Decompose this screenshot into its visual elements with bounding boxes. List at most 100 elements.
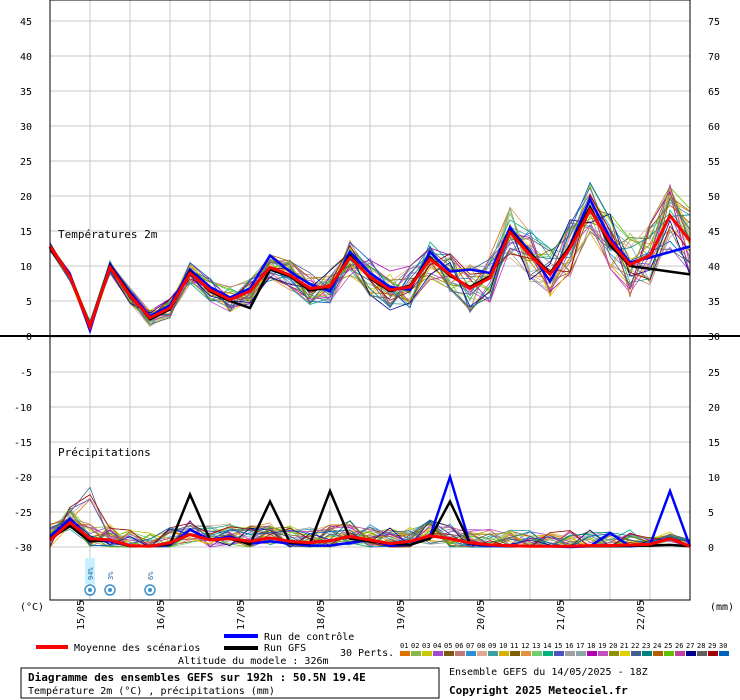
pert-number: 24 [653,642,661,650]
pert-number: 11 [510,642,518,650]
pert-swatch [411,651,421,656]
temp-left-tick: 35 [20,87,32,98]
pert-number: 28 [697,642,705,650]
precip-right-tick: 15 [708,438,720,449]
temp-left-tick: 45 [20,17,32,28]
pert-swatch [543,651,553,656]
temp-right-tick: 60 [708,122,720,133]
pert-swatch [642,651,652,656]
x-tick-label: 15/05 [76,600,87,630]
pert-number: 08 [477,642,485,650]
pert-number: 09 [488,642,496,650]
pert-swatch [653,651,663,656]
pert-number: 13 [532,642,540,650]
x-tick-label: 18/05 [316,600,327,630]
pert-number: 16 [565,642,573,650]
pert-swatch [433,651,443,656]
pert-swatch [686,651,696,656]
pert-swatch [697,651,707,656]
x-tick-label: 16/05 [156,600,167,630]
temp-left-tick: 5 [26,297,32,308]
pert-number: 03 [422,642,430,650]
pert-swatch [532,651,542,656]
copyright-label: Copyright 2025 Meteociel.fr [449,684,628,697]
pert-swatch [477,651,487,656]
temp-right-tick: 30 [708,332,720,343]
perturbation-temp-line [49,194,691,325]
pert-number: 23 [642,642,650,650]
snow-probability-label: 6% [147,571,155,580]
pert-swatch [565,651,575,656]
temp-right-tick: 65 [708,87,720,98]
pert-swatch [554,651,564,656]
pert-number: 18 [587,642,595,650]
pert-swatch [444,651,454,656]
legend: Moyenne des scénarios Run de contrôle Ru… [36,631,729,667]
pert-number: 12 [521,642,529,650]
pert-number: 01 [400,642,408,650]
pert-swatch [488,651,498,656]
temp-right-tick: 50 [708,192,720,203]
pert-number: 04 [433,642,441,650]
pert-number: 10 [499,642,507,650]
pert-number: 22 [631,642,639,650]
x-tick-label: 19/05 [396,600,407,630]
pert-swatch [455,651,465,656]
temp-series-line [49,196,691,335]
snowflake-icon [108,588,112,592]
pert-swatch [664,651,674,656]
precip-left-tick: -15 [14,438,32,449]
pert-number: 14 [543,642,551,650]
pert-number: 19 [598,642,606,650]
pert-swatch [422,651,432,656]
left-unit-label: (°C) [20,602,44,613]
footer-box [20,667,440,699]
precip-right-tick: 20 [708,403,720,414]
temp-left-tick: 20 [20,192,32,203]
precip-right-tick: 25 [708,368,720,379]
temp-right-tick: 70 [708,52,720,63]
precip-right-tick: 10 [708,473,720,484]
precip-left-tick: -20 [14,473,32,484]
pert-number: 06 [455,642,463,650]
precip-right-tick: 5 [708,508,714,519]
footer-subtitle: Température 2m (°C) , précipitations (mm… [28,685,275,697]
pert-number: 20 [609,642,617,650]
pert-swatch [466,651,476,656]
snow-probability-label: 94% [87,567,95,580]
temp-right-tick: 35 [708,297,720,308]
temp-left-tick: 30 [20,122,32,133]
x-tick-label: 17/05 [236,600,247,630]
pert-swatch [719,651,729,656]
pert-number: 30 [719,642,727,650]
perturbation-temp-line [49,204,691,324]
legend-control-label: Run de contrôle [264,631,354,643]
snow-markers: 94% 3% 6% [84,558,156,596]
snow-probability-label: 3% [107,571,115,580]
x-tick-label: 20/05 [476,600,487,630]
precip-left-tick: -30 [14,543,32,554]
perturbation-legend: 01 02 03 04 05 06 07 08 09 10 11 12 13 14 15 16 17 18 19 20… [400,642,729,656]
pert-swatch [400,651,410,656]
temperature-panel-label: Températures 2m [58,228,158,241]
temp-left-tick: 15 [20,227,32,238]
precip-left-tick: -5 [20,368,32,379]
pert-number: 27 [686,642,694,650]
snow-probability-bar [85,558,95,584]
pert-number: 26 [675,642,683,650]
snowflake-icon [88,588,92,592]
pert-swatch [576,651,586,656]
right-unit-label: (mm) [710,602,734,613]
pert-swatch [499,651,509,656]
pert-swatch [675,651,685,656]
pert-swatch [587,651,597,656]
pert-number: 02 [411,642,419,650]
pert-number: 21 [620,642,628,650]
grid [49,0,691,600]
legend-gfs-label: Run GFS [264,643,306,654]
precipitation-panel-label: Précipitations [58,446,151,459]
plot-frame [49,0,691,601]
legend-mean-label: Moyenne des scénarios [74,642,200,654]
